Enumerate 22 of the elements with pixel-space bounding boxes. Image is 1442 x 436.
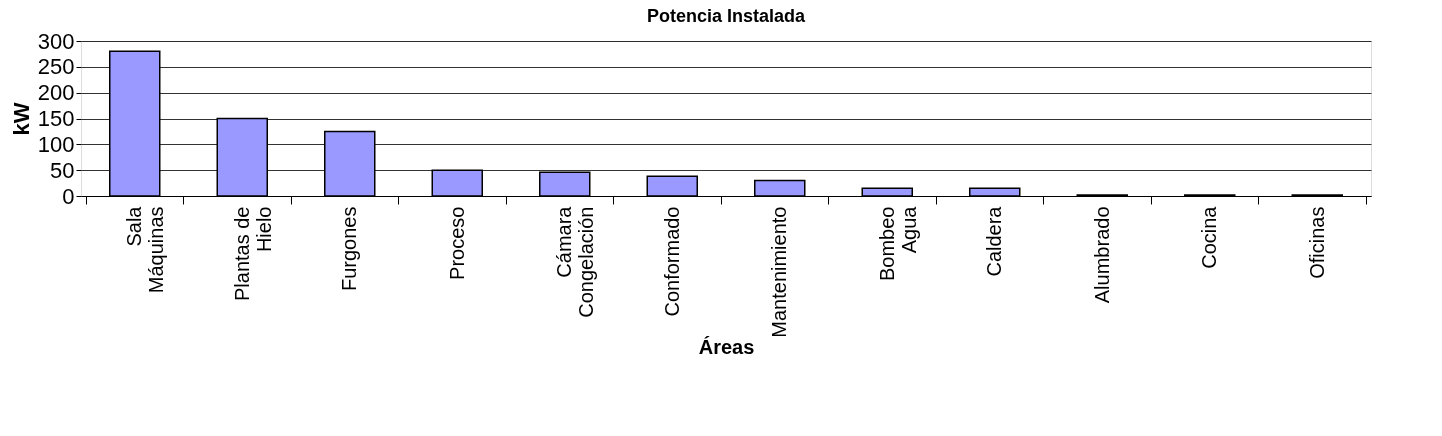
x-tick-label: Alumbrado bbox=[1090, 206, 1113, 304]
x-tick-label: Caldera bbox=[983, 205, 1006, 277]
x-tick-label: Oficinas bbox=[1305, 206, 1328, 279]
x-tick-label: Cámara Congelación bbox=[553, 205, 598, 318]
y-tick-label: 300 bbox=[37, 28, 75, 54]
y-tick-label: 0 bbox=[62, 183, 75, 209]
x-tick-label: Bombeo Agua bbox=[875, 205, 920, 281]
x-tick-label: Furgones bbox=[338, 206, 361, 291]
y-tick-label: 100 bbox=[37, 131, 75, 157]
y-tick-label: 150 bbox=[37, 106, 75, 131]
y-tick-label: 50 bbox=[50, 157, 75, 183]
chart-title: Potencia Instalada bbox=[646, 6, 807, 26]
y-axis-title: kW bbox=[8, 102, 34, 136]
x-tick-label: Conformado bbox=[660, 206, 683, 317]
x-tick-label: Proceso bbox=[445, 206, 468, 280]
x-tick-label: Cocina bbox=[1198, 205, 1221, 269]
x-tick-label: Plantas de Hielo bbox=[230, 206, 275, 302]
y-tick-label: 200 bbox=[37, 80, 75, 106]
x-tick-label: Sala Máquinas bbox=[123, 205, 168, 294]
y-tick-label: 250 bbox=[37, 54, 75, 80]
x-axis-title: Áreas bbox=[698, 335, 755, 358]
x-tick-label: Mantenimiento bbox=[768, 206, 791, 338]
